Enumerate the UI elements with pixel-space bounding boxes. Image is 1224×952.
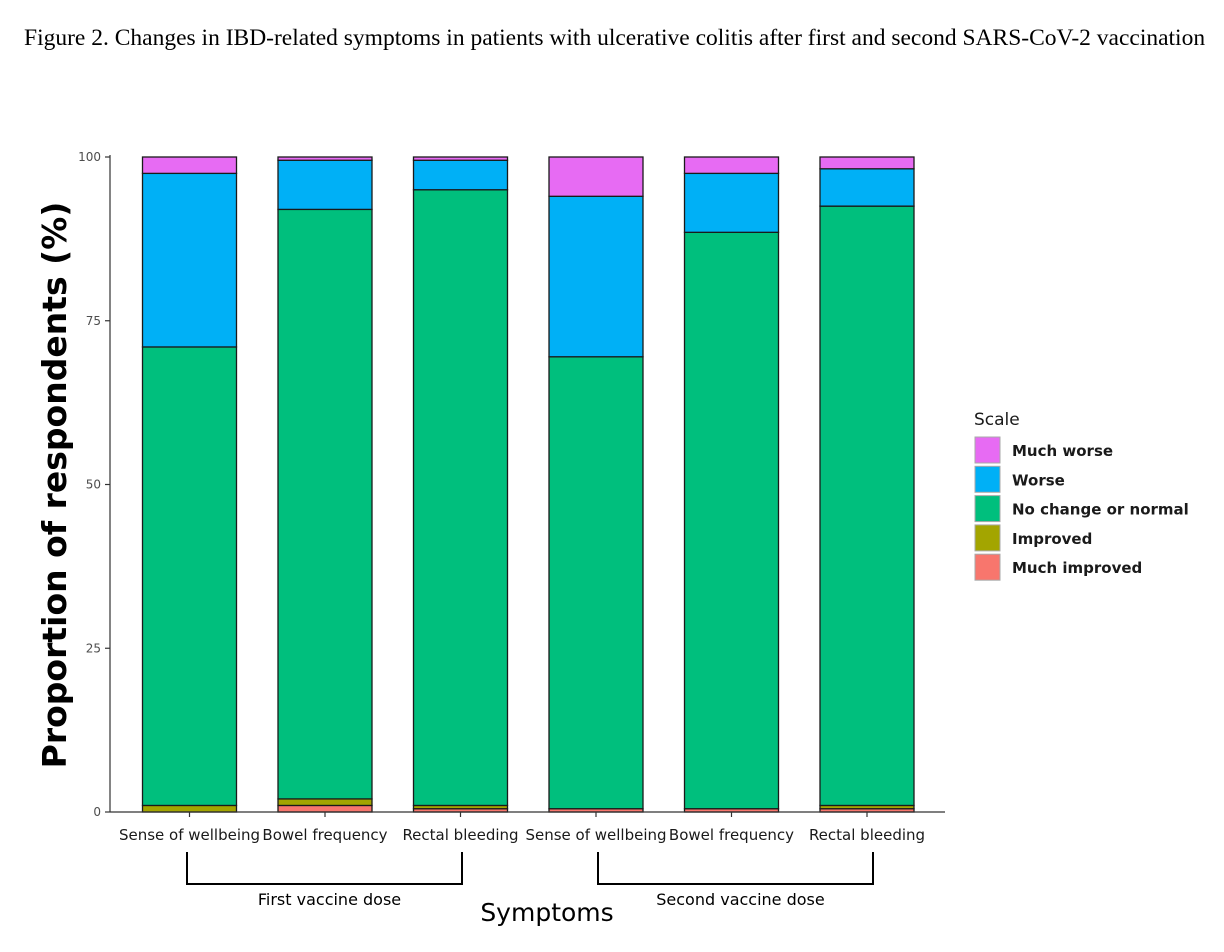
legend-label: Much improved bbox=[1012, 559, 1142, 577]
legend-swatch bbox=[974, 465, 1001, 493]
legend-title: Scale bbox=[974, 410, 1020, 430]
bar-segment-no-change-or-normal bbox=[141, 346, 238, 807]
x-tick-label: Sense of wellbeing bbox=[119, 826, 260, 844]
bar-segment-much-worse bbox=[548, 156, 644, 197]
x-tick-label: Bowel frequency bbox=[669, 826, 794, 844]
legend-label: Much worse bbox=[1012, 442, 1113, 460]
bar-segment-much-worse bbox=[683, 156, 780, 175]
bar-segment-no-change-or-normal bbox=[819, 205, 915, 807]
bar-segment-worse bbox=[141, 172, 238, 348]
legend-swatch bbox=[974, 495, 1001, 523]
bar-segment-no-change-or-normal bbox=[683, 231, 780, 810]
bar-segment-worse bbox=[412, 159, 509, 191]
bar-segment-worse bbox=[819, 168, 915, 207]
bar-segment-improved bbox=[277, 798, 373, 807]
bar-segment-improved bbox=[141, 804, 238, 813]
y-tick-label: 75 bbox=[86, 314, 101, 328]
bar-segment-worse bbox=[277, 159, 373, 211]
plot-area bbox=[141, 156, 915, 813]
bar-segment-no-change-or-normal bbox=[412, 189, 509, 807]
bar-segment-much-worse bbox=[141, 156, 238, 175]
y-tick-label: 100 bbox=[78, 150, 101, 164]
bar-segment-worse bbox=[548, 195, 644, 358]
group-label: First vaccine dose bbox=[258, 890, 401, 909]
bar-segment-no-change-or-normal bbox=[548, 356, 644, 810]
y-tick-label: 50 bbox=[86, 478, 101, 492]
group-label: Second vaccine dose bbox=[656, 890, 824, 909]
bar-segment-much-worse bbox=[412, 156, 509, 161]
y-tick-label: 25 bbox=[86, 641, 101, 655]
x-tick-label: Bowel frequency bbox=[262, 826, 387, 844]
bar-segment-much-worse bbox=[819, 156, 915, 170]
figure-caption: Figure 2. Changes in IBD-related symptom… bbox=[24, 25, 1206, 51]
legend-label: Improved bbox=[1012, 530, 1092, 548]
x-tick-label: Rectal bleeding bbox=[809, 826, 925, 844]
bar-segment-worse bbox=[683, 172, 780, 233]
bar-segment-much-improved bbox=[277, 804, 373, 813]
bar-segment-much-worse bbox=[277, 156, 373, 161]
bar-segment-no-change-or-normal bbox=[277, 208, 373, 800]
legend-label: Worse bbox=[1012, 471, 1065, 489]
legend: Scale Much worse Worse No change or normal I… bbox=[974, 410, 1189, 581]
legend-label: No change or normal bbox=[1012, 501, 1189, 519]
x-axis-label: Symptoms bbox=[480, 898, 613, 927]
group-bracket bbox=[597, 852, 874, 885]
group-bracket bbox=[186, 852, 463, 885]
legend-swatch bbox=[974, 436, 1001, 464]
x-tick-label: Sense of wellbeing bbox=[525, 826, 666, 844]
legend-swatch bbox=[974, 553, 1001, 581]
y-axis-label: Proportion of respondents (%) bbox=[35, 202, 74, 769]
y-tick-label: 0 bbox=[93, 805, 101, 819]
legend-swatch bbox=[974, 524, 1001, 552]
x-tick-label: Rectal bleeding bbox=[402, 826, 518, 844]
